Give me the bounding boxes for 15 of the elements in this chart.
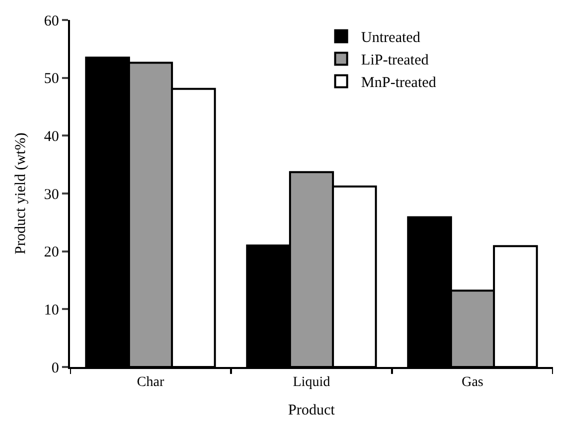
x-tick-label: Char — [136, 374, 164, 390]
y-tick-label: 10 — [44, 302, 59, 318]
y-tick-label: 20 — [44, 244, 59, 261]
legend-label: MnP-treated — [361, 75, 437, 92]
y-tick-label: 40 — [44, 128, 59, 145]
y-tick-label: 0 — [52, 360, 59, 376]
y-axis-title: Product yield (wt%) — [12, 132, 29, 254]
x-tick-label: Gas — [462, 374, 484, 390]
legend-label: LiP-treated — [361, 52, 430, 69]
y-tick-label: 60 — [44, 13, 59, 30]
x-axis-title: Product — [288, 402, 336, 418]
legend-label: Untreated — [361, 30, 421, 46]
y-tick-label: 30 — [44, 186, 59, 203]
y-tick-label: 50 — [44, 71, 59, 88]
x-tick-label: Liquid — [292, 374, 330, 390]
